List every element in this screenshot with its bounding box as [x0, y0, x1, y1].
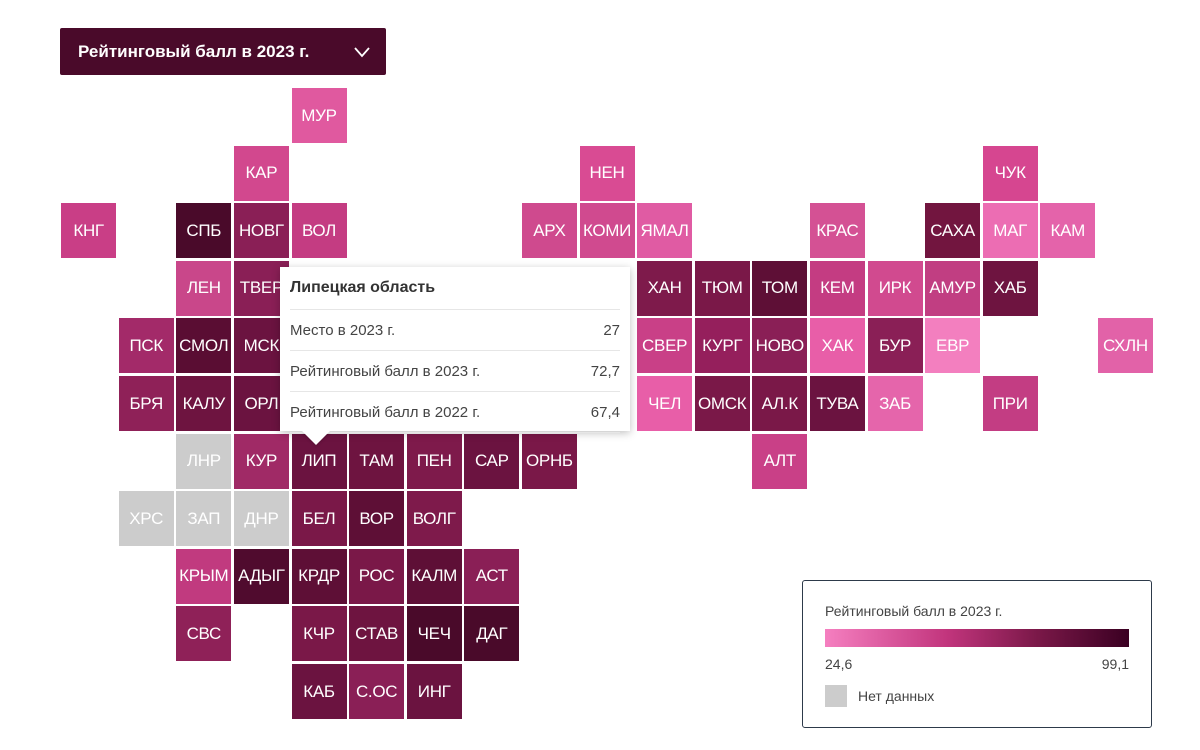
region-tile[interactable]: КАР: [233, 145, 289, 201]
region-tile[interactable]: ХАН: [637, 260, 693, 316]
region-tile[interactable]: ХАК: [809, 318, 865, 374]
tooltip-pointer: [302, 431, 330, 445]
tooltip-row-label: Место в 2023 г.: [290, 321, 396, 339]
region-tile[interactable]: ХАБ: [982, 260, 1038, 316]
region-tile[interactable]: КНГ: [61, 203, 117, 259]
region-tile[interactable]: АМУР: [925, 260, 981, 316]
region-tile[interactable]: КАМ: [1040, 203, 1096, 259]
region-tile[interactable]: СХЛН: [1097, 318, 1153, 374]
region-tile[interactable]: ОМСК: [694, 376, 750, 431]
region-tile[interactable]: СПБ: [176, 203, 232, 259]
region-tile[interactable]: ВОР: [349, 491, 405, 547]
region-tile[interactable]: ЗАП: [176, 491, 232, 547]
region-tile[interactable]: САР: [464, 433, 520, 489]
region-tile[interactable]: ВОЛГ: [406, 491, 462, 547]
tooltip-row-value: 72,7: [590, 362, 620, 380]
region-tile[interactable]: СМОЛ: [176, 318, 232, 374]
region-tile[interactable]: ЛНР: [176, 433, 232, 489]
tooltip-row-score-2022: Рейтинговый балл в 2022 г. 67,4: [290, 392, 620, 433]
region-tile[interactable]: ПРИ: [982, 376, 1038, 431]
region-tile[interactable]: КРЫМ: [176, 548, 232, 604]
region-tile[interactable]: АСТ: [464, 548, 520, 604]
region-tile[interactable]: ЛЕН: [176, 260, 232, 316]
region-tile[interactable]: РОС: [349, 548, 405, 604]
region-tile[interactable]: ПСК: [118, 318, 174, 374]
tooltip-row-score-2023: Рейтинговый балл в 2023 г. 72,7: [290, 351, 620, 392]
region-tile[interactable]: КАЛМ: [406, 548, 462, 604]
region-tile[interactable]: БЕЛ: [291, 491, 347, 547]
region-tile[interactable]: ТАМ: [349, 433, 405, 489]
legend-min-value: 24,6: [825, 656, 853, 672]
tooltip-row-value: 67,4: [590, 403, 620, 421]
region-tile[interactable]: ЧЕЛ: [637, 376, 693, 431]
region-tile[interactable]: КАЛУ: [176, 376, 232, 431]
metric-selector-label: Рейтинговый балл в 2023 г.: [78, 41, 310, 61]
region-tile[interactable]: СТАВ: [349, 606, 405, 662]
region-tile[interactable]: ЕВР: [925, 318, 981, 374]
region-tile[interactable]: АРХ: [521, 203, 577, 259]
region-tile[interactable]: МУР: [291, 88, 347, 143]
region-tile[interactable]: СВЕР: [637, 318, 693, 374]
legend-max-value: 99,1: [1101, 656, 1129, 672]
region-tile[interactable]: С.ОС: [349, 664, 405, 719]
region-tile[interactable]: НОВО: [752, 318, 808, 374]
region-tile[interactable]: КАБ: [291, 664, 347, 719]
region-tile[interactable]: НЕН: [579, 145, 635, 201]
chevron-down-icon: [352, 42, 372, 62]
region-tile[interactable]: ЧУК: [982, 145, 1038, 201]
region-tile[interactable]: ОРЛ: [233, 376, 289, 431]
region-tile[interactable]: ДАГ: [464, 606, 520, 662]
region-tile[interactable]: ОРНБ: [521, 433, 577, 489]
region-tile[interactable]: ТУВА: [809, 376, 865, 431]
region-tile[interactable]: НОВГ: [233, 203, 289, 259]
region-tile[interactable]: КЕМ: [809, 260, 865, 316]
region-tooltip: Липецкая область Место в 2023 г. 27 Рейт…: [280, 267, 630, 445]
region-tile[interactable]: КУРГ: [694, 318, 750, 374]
legend-title: Рейтинговый балл в 2023 г.: [825, 603, 1003, 619]
region-tile[interactable]: АЛТ: [752, 433, 808, 489]
region-tile[interactable]: ЧЕЧ: [406, 606, 462, 662]
tooltip-row-label: Рейтинговый балл в 2022 г.: [290, 403, 481, 421]
region-tile[interactable]: ЯМАЛ: [637, 203, 693, 259]
region-tile[interactable]: САХА: [925, 203, 981, 259]
region-tile[interactable]: КУР: [233, 433, 289, 489]
legend-no-data-swatch: [825, 685, 847, 707]
region-tile[interactable]: ДНР: [233, 491, 289, 547]
metric-selector[interactable]: Рейтинговый балл в 2023 г.: [60, 28, 386, 75]
region-tile[interactable]: АДЫГ: [233, 548, 289, 604]
region-tile[interactable]: ТВЕР: [233, 260, 289, 316]
region-tile[interactable]: КРДР: [291, 548, 347, 604]
legend-gradient-bar: [825, 629, 1129, 647]
region-tile[interactable]: БУР: [867, 318, 923, 374]
region-tile[interactable]: ХРС: [118, 491, 174, 547]
legend-no-data-label: Нет данных: [858, 688, 935, 704]
region-tile[interactable]: ЗАБ: [867, 376, 923, 431]
region-tile[interactable]: МСК: [233, 318, 289, 374]
region-tile[interactable]: КРАС: [809, 203, 865, 259]
region-tile[interactable]: ИНГ: [406, 664, 462, 719]
tooltip-title: Липецкая область: [290, 267, 620, 310]
tooltip-row-value: 27: [603, 321, 620, 339]
color-legend: Рейтинговый балл в 2023 г. 24,6 99,1 Нет…: [802, 580, 1152, 728]
region-tile[interactable]: ТОМ: [752, 260, 808, 316]
region-tile[interactable]: ВОЛ: [291, 203, 347, 259]
tooltip-row-rank: Место в 2023 г. 27: [290, 310, 620, 351]
region-tile[interactable]: ИРК: [867, 260, 923, 316]
tooltip-row-label: Рейтинговый балл в 2023 г.: [290, 362, 481, 380]
region-tile[interactable]: СВС: [176, 606, 232, 662]
region-tile[interactable]: МАГ: [982, 203, 1038, 259]
region-tile[interactable]: АЛ.К: [752, 376, 808, 431]
region-tile[interactable]: БРЯ: [118, 376, 174, 431]
region-tile[interactable]: ПЕН: [406, 433, 462, 489]
region-tile[interactable]: КОМИ: [579, 203, 635, 259]
region-tile[interactable]: ТЮМ: [694, 260, 750, 316]
region-tile[interactable]: КЧР: [291, 606, 347, 662]
